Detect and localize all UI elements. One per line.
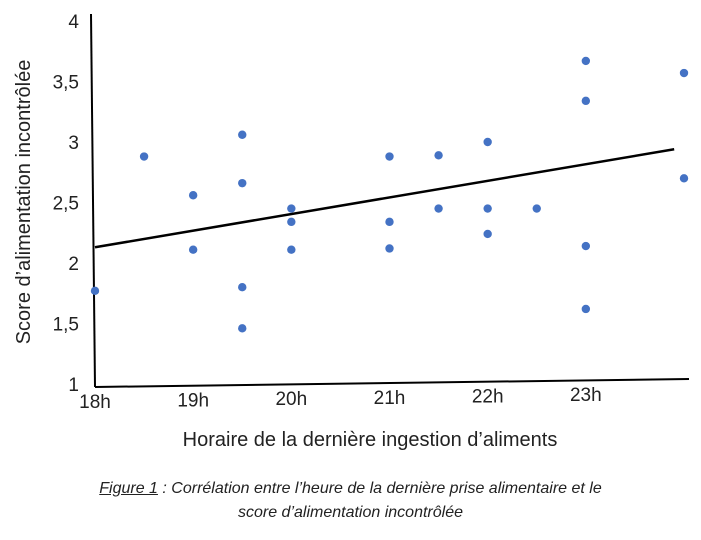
data-point	[287, 245, 296, 254]
data-point	[483, 137, 492, 147]
y-tick-labels: 1 1,5 2 2,5 3 3,5 4	[53, 12, 80, 396]
y-tick-label: 1	[68, 375, 79, 396]
y-tick-label: 4	[68, 12, 79, 33]
data-point	[385, 152, 394, 161]
y-tick-label: 1,5	[53, 315, 79, 336]
data-point	[483, 229, 492, 239]
data-point	[238, 130, 247, 139]
data-point	[188, 191, 198, 200]
trendline	[94, 148, 675, 249]
y-axis-label: Score d’alimentation incontrôlée	[13, 60, 35, 345]
data-point	[434, 204, 443, 213]
x-tick-label: 19h	[177, 391, 209, 412]
x-axis-label: Horaire de la dernière ingestion d’alime…	[183, 429, 558, 451]
x-tick-label: 21h	[374, 388, 406, 409]
data-point	[532, 204, 541, 213]
x-tick-labels: 18h 19h 20h 21h 22h 23h	[79, 385, 602, 413]
data-points	[90, 56, 689, 333]
figure-caption-line-1: Figure 1 : Corrélation entre l’heure de …	[0, 480, 701, 498]
caption-text: : Corrélation entre l’heure de la derniè…	[157, 480, 602, 497]
data-point	[139, 152, 149, 161]
x-axis-line	[94, 378, 690, 388]
axes	[90, 13, 690, 388]
data-point	[679, 68, 689, 78]
y-tick-label: 2	[68, 254, 79, 275]
y-tick-label: 3	[68, 133, 79, 154]
data-point	[188, 245, 198, 254]
data-point	[483, 204, 492, 213]
data-point	[385, 244, 394, 253]
data-point	[238, 178, 247, 188]
data-point	[434, 151, 443, 160]
data-point	[287, 217, 296, 227]
x-tick-label: 20h	[275, 389, 307, 410]
x-tick-label: 23h	[570, 385, 602, 406]
y-axis-line	[90, 13, 96, 388]
data-point	[90, 286, 100, 296]
data-point	[679, 174, 689, 183]
data-point	[581, 96, 591, 106]
data-point	[581, 304, 591, 314]
data-point	[581, 241, 591, 251]
figure-reference: Figure 1	[99, 480, 158, 497]
data-point	[385, 217, 394, 227]
figure-caption-line-2: score d’alimentation incontrôlée	[237, 504, 463, 521]
x-tick-label: 22h	[472, 386, 504, 407]
data-point	[238, 283, 247, 292]
data-point	[238, 324, 247, 333]
y-tick-label: 3,5	[53, 73, 79, 94]
data-point	[287, 204, 296, 213]
y-tick-label: 2,5	[53, 194, 79, 215]
scatter-chart: 1 1,5 2 2,5 3 3,5 4 18h 19h 20h 21h 22h 23h Score d…	[13, 12, 690, 451]
x-tick-label: 18h	[79, 392, 111, 413]
data-point	[581, 56, 591, 66]
